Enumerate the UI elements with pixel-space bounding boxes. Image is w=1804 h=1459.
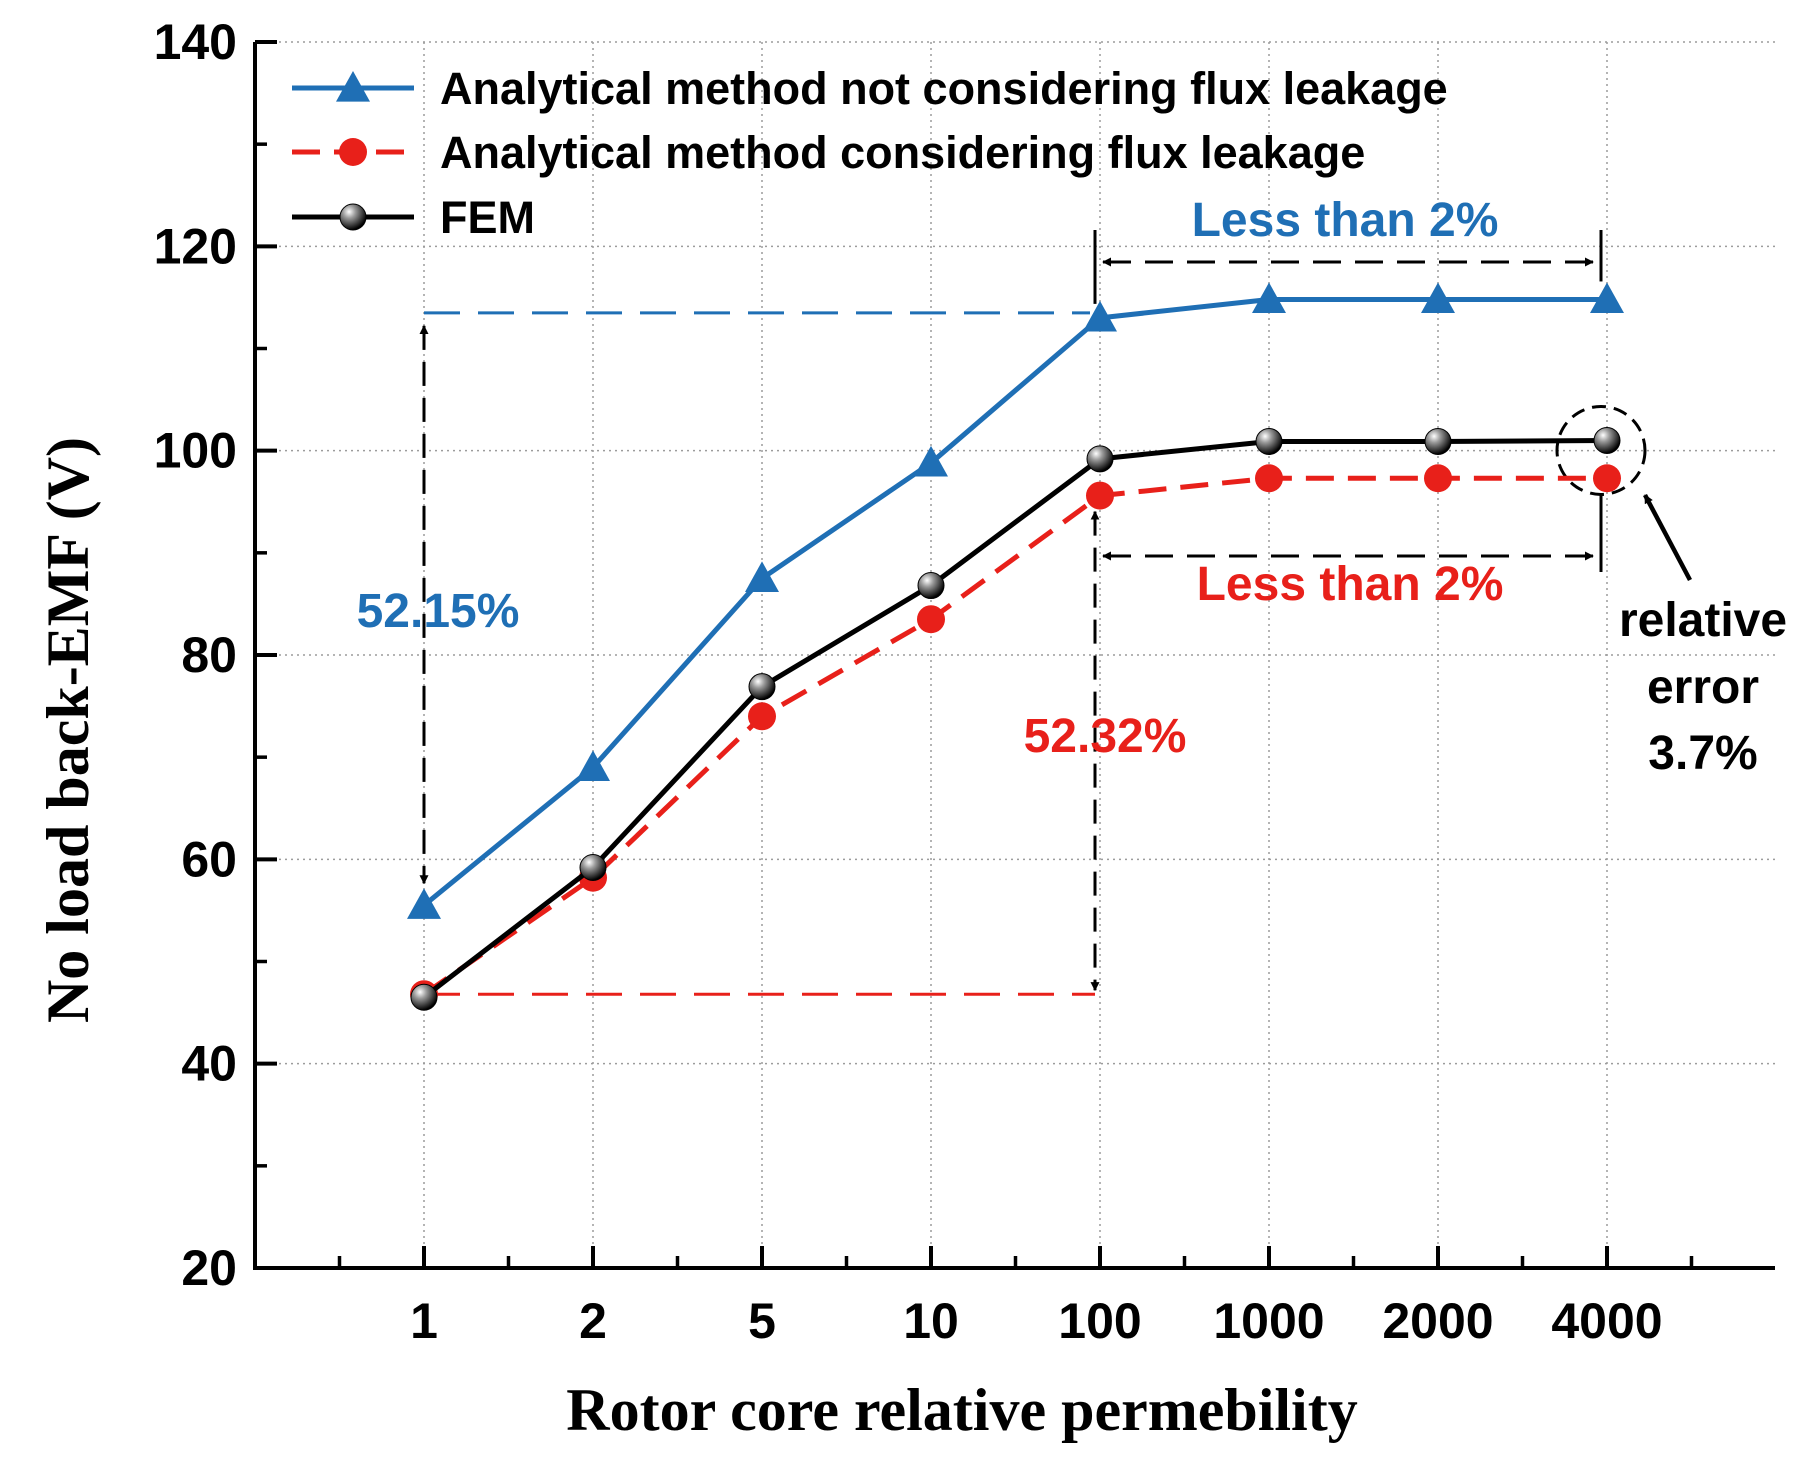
legend-label: FEM xyxy=(440,192,535,243)
annotation-relative-error-line: relative xyxy=(1619,594,1787,647)
data-point xyxy=(1593,464,1621,493)
y-tick-label: 60 xyxy=(181,831,237,887)
legend-marker xyxy=(339,203,367,231)
data-point xyxy=(1593,426,1621,454)
data-point xyxy=(748,702,776,731)
series-line xyxy=(422,296,1607,908)
axes xyxy=(253,40,1775,1270)
y-axis-title: No load back-EMF (V) xyxy=(35,437,101,1023)
annotation-52-15: 52.15% xyxy=(357,585,520,638)
y-tick-label: 100 xyxy=(154,423,237,479)
data-point xyxy=(1252,282,1286,314)
legend-item: Analytical method not considering flux l… xyxy=(292,63,1448,114)
data-point xyxy=(917,572,945,600)
data-point xyxy=(748,673,776,701)
annotation-relative-error-line: error xyxy=(1647,661,1759,714)
x-tick-label: 5 xyxy=(748,1293,776,1349)
legend-marker xyxy=(339,138,367,166)
x-tick-label: 2 xyxy=(579,1293,607,1349)
legend-item: FEM xyxy=(292,192,535,243)
legend-label: Analytical method not considering flux l… xyxy=(440,63,1448,114)
data-point xyxy=(576,750,610,781)
x-axis-title: Rotor core relative permebility xyxy=(566,1377,1357,1443)
x-tick-label: 100 xyxy=(1058,1293,1141,1349)
x-tick-label: 1 xyxy=(410,1293,438,1349)
y-tick-label: 140 xyxy=(154,14,237,70)
legend-marker xyxy=(336,71,370,102)
data-point xyxy=(1424,464,1452,493)
y-tick-label: 120 xyxy=(154,218,237,274)
data-point xyxy=(1590,282,1624,314)
annotation-less-than-2-bottom: Less than 2% xyxy=(1197,558,1504,611)
data-point xyxy=(1424,427,1452,455)
x-tick-label: 2000 xyxy=(1382,1293,1493,1349)
data-point xyxy=(1086,481,1114,510)
annotation-relative-error-line: 3.7% xyxy=(1648,727,1757,780)
data-point xyxy=(745,561,779,592)
data-point xyxy=(1083,300,1117,332)
data-point xyxy=(1421,282,1455,314)
series-line xyxy=(422,437,1608,1000)
x-tick-label: 1000 xyxy=(1213,1293,1324,1349)
annotation-relative-error: relative error 3.7% xyxy=(1619,594,1787,780)
relative-error-circle xyxy=(1555,404,1647,496)
data-point xyxy=(579,854,607,882)
legend-label: Analytical method considering flux leaka… xyxy=(440,127,1365,178)
annotations: 52.15% 52.32% Less than 2% Less than 2% rela… xyxy=(357,194,1787,780)
series-group xyxy=(410,464,1621,1009)
y-tick-label: 40 xyxy=(181,1036,237,1092)
x-tick-label: 10 xyxy=(903,1293,959,1349)
legend: Analytical method not considering flux l… xyxy=(292,63,1448,243)
data-point xyxy=(917,605,945,634)
x-tick-label: 4000 xyxy=(1551,1293,1662,1349)
series-group xyxy=(410,426,1621,1011)
data-point xyxy=(1255,464,1283,493)
data-point xyxy=(1255,427,1283,455)
series-line xyxy=(422,475,1607,997)
annotation-less-than-2-top: Less than 2% xyxy=(1192,194,1499,247)
legend-item: Analytical method considering flux leaka… xyxy=(292,127,1365,178)
relative-error-arrow xyxy=(1643,493,1692,582)
data-point xyxy=(410,983,438,1011)
data-point xyxy=(1086,445,1114,473)
series-group xyxy=(407,282,1624,919)
tick-labels: 20 40 60 80 100 120 140 1 2 5 10 100 1000 2000 4000 xyxy=(154,14,1663,1349)
annotation-52-32: 52.32% xyxy=(1024,710,1187,763)
data-point xyxy=(914,445,948,477)
data-point xyxy=(407,888,441,919)
y-tick-label: 20 xyxy=(181,1240,237,1296)
series xyxy=(407,282,1624,1011)
y-tick-label: 80 xyxy=(181,627,237,683)
guide-lines xyxy=(419,230,1692,996)
